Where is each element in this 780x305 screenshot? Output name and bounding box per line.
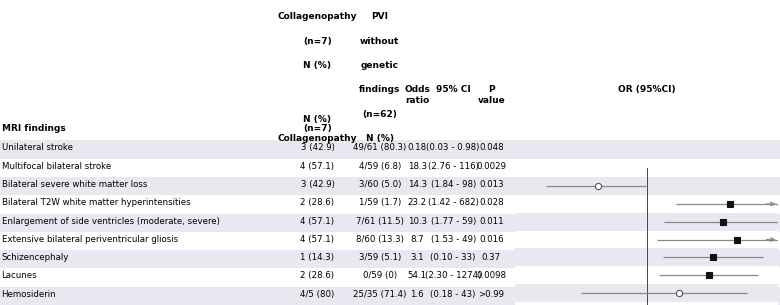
Bar: [515, 231, 778, 249]
Bar: [515, 213, 778, 231]
Text: Lacunes: Lacunes: [2, 271, 37, 281]
Text: (0.18 - 43): (0.18 - 43): [431, 290, 476, 299]
Text: findings: findings: [359, 85, 401, 95]
Text: Multifocal bilateral stroke: Multifocal bilateral stroke: [2, 162, 111, 171]
Text: 8/60 (13.3): 8/60 (13.3): [356, 235, 404, 244]
Bar: [0, 287, 780, 305]
Text: (n=7): (n=7): [303, 37, 332, 46]
Text: P
value: P value: [477, 85, 505, 105]
Text: 0/59 (0): 0/59 (0): [363, 271, 397, 281]
Text: genetic: genetic: [361, 61, 399, 70]
Text: 1.6: 1.6: [410, 290, 424, 299]
Text: 0.013: 0.013: [479, 180, 504, 189]
Text: 0.37: 0.37: [482, 253, 501, 262]
Text: Hemosiderin: Hemosiderin: [2, 290, 56, 299]
Bar: [0, 232, 780, 250]
Text: 1 (14.3): 1 (14.3): [300, 253, 335, 262]
Text: 4 (57.1): 4 (57.1): [300, 162, 335, 171]
Text: 4/5 (80): 4/5 (80): [300, 290, 335, 299]
Text: N (%): N (%): [303, 114, 332, 124]
Text: 95% CI: 95% CI: [436, 85, 470, 95]
Text: (n=7): (n=7): [303, 124, 332, 134]
Text: 4 (57.1): 4 (57.1): [300, 217, 335, 226]
Text: 0.011: 0.011: [479, 217, 504, 226]
Text: Bilateral T2W white matter hyperintensities: Bilateral T2W white matter hyperintensit…: [2, 198, 190, 207]
Bar: [0, 177, 780, 195]
Bar: [0, 140, 780, 159]
Text: 8.7: 8.7: [410, 235, 424, 244]
Text: Collagenopathy: Collagenopathy: [278, 134, 357, 143]
Text: Odds
ratio: Odds ratio: [404, 85, 431, 105]
Bar: [515, 284, 778, 302]
Text: 1/59 (1.7): 1/59 (1.7): [359, 198, 401, 207]
Text: 3 (42.9): 3 (42.9): [300, 143, 335, 152]
Text: 10.3: 10.3: [408, 217, 427, 226]
Text: MRI findings: MRI findings: [2, 124, 66, 133]
Bar: [0, 214, 780, 232]
Text: 54.1: 54.1: [408, 271, 427, 281]
Bar: [0, 250, 780, 268]
Text: 2 (28.6): 2 (28.6): [300, 198, 335, 207]
Text: Collagenopathy: Collagenopathy: [278, 12, 357, 21]
Text: Unilateral stroke: Unilateral stroke: [2, 143, 73, 152]
Text: 0.028: 0.028: [479, 198, 504, 207]
Text: PVI: PVI: [371, 12, 388, 21]
Text: (1.42 - 682): (1.42 - 682): [427, 198, 479, 207]
Text: (0.03 - 0.98): (0.03 - 0.98): [427, 143, 480, 152]
Text: 0.048: 0.048: [479, 143, 504, 152]
Text: (2.76 - 116): (2.76 - 116): [427, 162, 479, 171]
Text: 23.2: 23.2: [408, 198, 427, 207]
Text: Extensive bilateral periventricular gliosis: Extensive bilateral periventricular glio…: [2, 235, 178, 244]
Text: 14.3: 14.3: [408, 180, 427, 189]
Text: 25/35 (71.4): 25/35 (71.4): [353, 290, 406, 299]
Text: 4 (57.1): 4 (57.1): [300, 235, 335, 244]
Text: (0.10 - 33): (0.10 - 33): [431, 253, 476, 262]
Text: 0.0098: 0.0098: [477, 271, 506, 281]
Text: >0.99: >0.99: [478, 290, 505, 299]
Bar: [515, 302, 778, 305]
Text: 3/60 (5.0): 3/60 (5.0): [359, 180, 401, 189]
Bar: [515, 177, 778, 195]
Text: Enlargement of side ventricles (moderate, severe): Enlargement of side ventricles (moderate…: [2, 217, 219, 226]
Text: 3/59 (5.1): 3/59 (5.1): [359, 253, 401, 262]
Text: (1.77 - 59): (1.77 - 59): [431, 217, 476, 226]
Text: (1.53 - 49): (1.53 - 49): [431, 235, 476, 244]
Text: (1.84 - 98): (1.84 - 98): [431, 180, 476, 189]
Text: without: without: [360, 37, 399, 46]
Text: N (%): N (%): [366, 134, 394, 143]
Text: 4/59 (6.8): 4/59 (6.8): [359, 162, 401, 171]
Text: 7/61 (11.5): 7/61 (11.5): [356, 217, 404, 226]
Text: 0.18: 0.18: [408, 143, 427, 152]
Text: 0.016: 0.016: [479, 235, 504, 244]
Text: (n=62): (n=62): [363, 110, 397, 119]
Bar: [515, 249, 778, 266]
Bar: [0, 195, 780, 214]
Text: 2 (28.6): 2 (28.6): [300, 271, 335, 281]
Text: 0.0029: 0.0029: [477, 162, 506, 171]
Text: N (%): N (%): [303, 61, 332, 70]
Text: Bilateral severe white matter loss: Bilateral severe white matter loss: [2, 180, 147, 189]
Text: (2.30 - 1274): (2.30 - 1274): [425, 271, 481, 281]
Text: 18.3: 18.3: [408, 162, 427, 171]
Text: 3.1: 3.1: [410, 253, 424, 262]
Text: 3 (42.9): 3 (42.9): [300, 180, 335, 189]
Text: OR (95%CI): OR (95%CI): [618, 85, 675, 95]
Bar: [515, 195, 778, 213]
Bar: [0, 159, 780, 177]
Text: 49/61 (80.3): 49/61 (80.3): [353, 143, 406, 152]
Bar: [0, 268, 780, 287]
Text: Schizencephaly: Schizencephaly: [2, 253, 69, 262]
Bar: [515, 266, 778, 284]
